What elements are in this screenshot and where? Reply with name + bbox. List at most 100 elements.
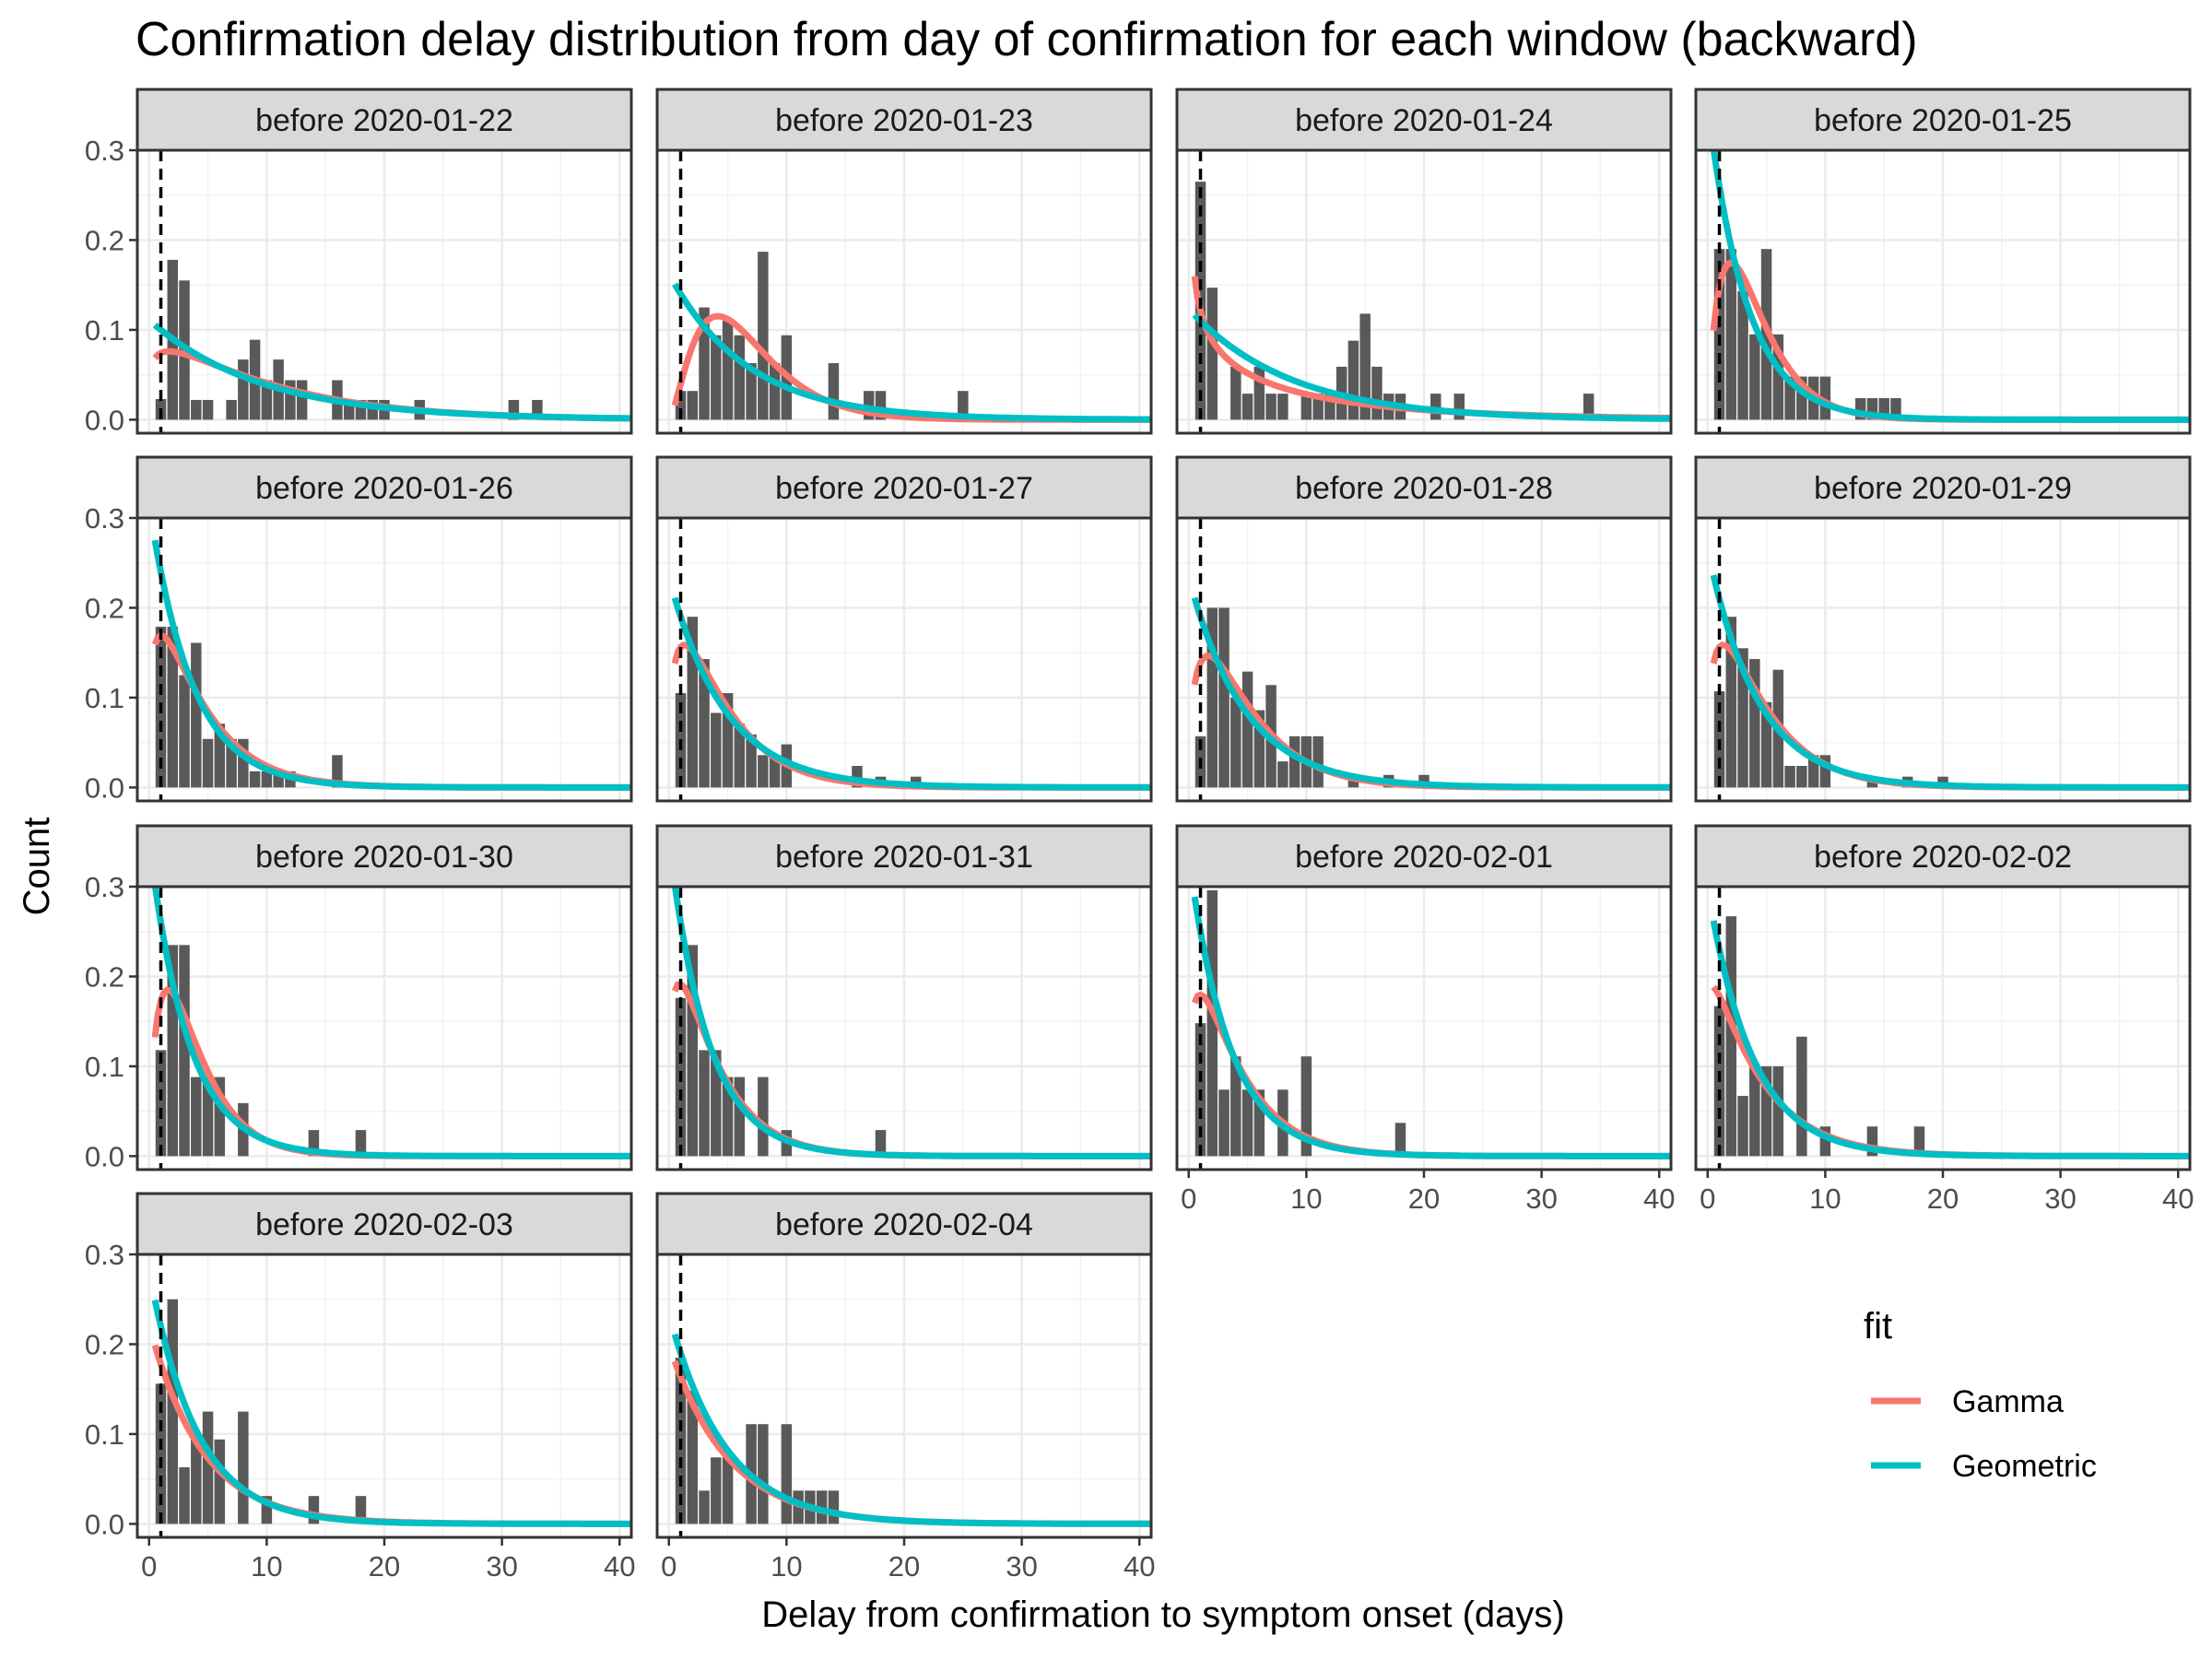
geometric-fit-line [1191,896,1671,1159]
histogram-bar [1796,1036,1807,1157]
histogram-bar [1230,366,1241,420]
geometric-fit-line [152,322,631,422]
histogram-bar [1913,1126,1925,1157]
histogram-bar [1760,1065,1772,1157]
facet-strip-label: before 2020-02-03 [255,1207,513,1242]
histogram-bar [1206,607,1218,788]
facet-strip [655,1192,1153,1256]
panel-border [1694,516,2192,803]
histogram-bar [1253,710,1265,788]
y-tick-label: 0.1 [85,682,124,714]
histogram-bar [1749,659,1760,788]
y-tick-label: 0.0 [85,404,124,436]
histogram-bar [226,399,237,420]
geometric-fit-line [1710,920,2190,1159]
y-tick-label: 0.1 [85,1418,124,1451]
histogram-bar [1453,394,1465,420]
histogram-bar [852,765,863,788]
histogram-bar [179,675,190,788]
facet-strip-label: before 2020-01-28 [1295,471,1553,506]
histogram-bar [687,945,699,1157]
facet-strip [135,824,633,888]
histogram-bar [167,626,179,788]
histogram-bar [261,771,273,788]
y-tick-label: 0.3 [85,502,124,535]
y-tick-label: 0.2 [85,592,124,624]
histogram-bar [722,321,734,420]
geometric-fit-line [151,539,631,791]
legend-label: Gamma [1952,1384,2064,1419]
histogram-bar [238,1411,249,1524]
geometric-fit-line [151,1299,631,1527]
histogram-bar [1253,1089,1265,1157]
y-tick-label: 0.3 [85,1239,124,1271]
panel-border [135,148,633,435]
chart-title: Confirmation delay distribution from day… [135,13,1918,66]
histogram-bar [1241,671,1253,788]
facet-strip-label: before 2020-01-23 [775,103,1033,138]
histogram-bar [699,1490,710,1524]
x-tick-label: 40 [1643,1182,1675,1215]
histogram-bar [1206,288,1218,420]
y-tick-label: 0.2 [85,960,124,993]
histogram-bar [1288,735,1300,788]
histogram-bar [367,399,378,420]
facet-strip [1175,824,1673,888]
x-tick-label: 30 [2044,1182,2076,1215]
histogram-bar [958,391,969,420]
x-tick-label: 30 [486,1550,517,1583]
histogram-bar [226,738,237,788]
histogram-bar [1312,735,1324,788]
histogram-bar [1772,334,1784,420]
facet-panel: before 2020-01-24 [1175,88,1673,435]
facet-panel: before 2020-02-02 0 10 20 30 40 [1694,824,2194,1215]
histogram-bar [699,1050,710,1157]
histogram-bar [722,1077,734,1157]
y-axis-title: Count [17,818,57,916]
histogram-bar [711,1457,722,1524]
facet-strip [1175,455,1673,520]
histogram-bar [532,399,543,420]
y-tick-label: 0.2 [85,1328,124,1360]
panel-border [1175,516,1673,803]
histogram-bar [1324,394,1335,420]
x-tick-label: 20 [888,1550,920,1583]
histogram-bar [699,307,710,420]
histogram-bar [191,642,202,788]
panel-border [1694,148,2192,435]
histogram-bar [1241,1089,1253,1157]
histogram-bar [687,617,699,788]
x-tick-label: 10 [1290,1182,1322,1215]
panel-border [135,516,633,803]
geometric-fit-line [1191,596,1671,791]
histogram-bar [1878,397,1889,420]
geometric-fit-line [671,1333,1151,1527]
histogram-bar [758,252,769,420]
geometric-fit-line [671,887,1151,1159]
histogram-bar [238,359,249,420]
histogram-bar [687,391,699,420]
histogram-bar [1737,648,1748,788]
histogram-bar [202,399,214,420]
histogram-bar [722,693,734,788]
histogram-bar [675,391,687,420]
histogram-bar [167,1299,179,1524]
histogram-bar [1866,1126,1878,1157]
facet-panel: before 2020-01-23 [655,88,1153,435]
histogram-bar [273,771,284,788]
histogram-bar [238,738,249,788]
facet-panel: before 2020-01-25 [1694,88,2192,435]
histogram-bar [699,659,710,788]
histogram-bar [191,1439,202,1524]
facet-strip-label: before 2020-02-02 [1814,840,2072,875]
histogram-bar [1241,394,1253,420]
x-axis-title: Delay from confirmation to symptom onset… [761,1594,1564,1635]
histogram-bar [285,380,296,420]
histogram-bar [191,399,202,420]
facet-panel: before 2020-01-22 0.0 0.1 0.2 0.3 [85,88,633,436]
legend-label: Geometric [1952,1449,2097,1484]
histogram-bar [249,771,261,788]
facet-strip-label: before 2020-02-01 [1295,840,1553,875]
x-tick-label: 10 [251,1550,282,1583]
